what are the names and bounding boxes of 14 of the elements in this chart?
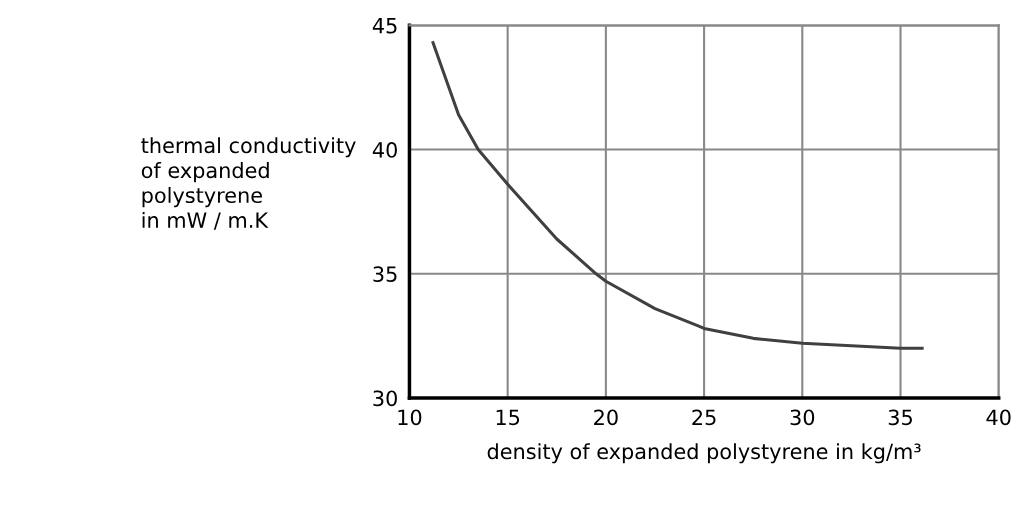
x-tick-label: 10 [398,409,422,426]
x-axis-title: density of expanded polystyrene in kg/m³ [487,443,921,464]
y-tick-label: 40 [372,142,397,158]
y-tick-label: 35 [373,266,397,282]
y-tick-label: 30 [373,390,397,407]
x-tick-label: 20 [594,409,618,426]
y-axis-title: thermal conductivity of expanded polystyrene in mW / m.K [141,137,356,230]
x-tick-label: 30 [790,409,815,426]
y-tick-label: 45 [372,18,397,34]
line-series [431,41,924,350]
x-tick-label: 25 [692,409,716,426]
x-tick-label: 35 [888,409,912,426]
x-tick-label: 40 [986,409,1011,426]
x-tick-label: 15 [496,409,520,426]
